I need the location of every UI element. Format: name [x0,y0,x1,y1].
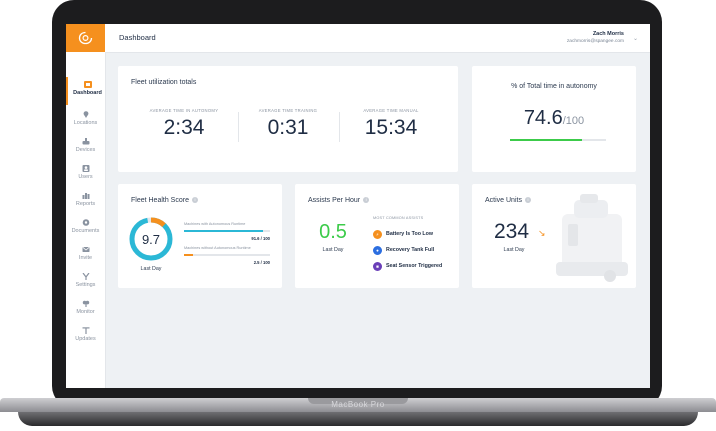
card-title: Active Units i [485,197,531,204]
autonomy-suffix: /100 [562,115,585,127]
card-title-text: Active Units [485,197,522,204]
machine-label: Machines without Autonomous Runtime [184,246,251,250]
health-gauge [129,217,173,261]
machine-score: 2.5 / 100 [253,260,270,265]
assist-label: Seat Sensor Triggered [386,263,443,269]
metric-training: AVERAGE TIME TRAINING 0:31 [237,108,339,140]
user-email: zachmorris@spangee.com [566,39,624,44]
fleet-utilization-card: Fleet utilization totals AVERAGE TIME IN… [118,66,458,172]
sidebar-item-documents[interactable]: Documents [66,215,105,243]
card-title: Fleet Health Score i [131,197,198,204]
period-label: Last Day [140,266,162,272]
card-title: Assists Per Hour i [308,197,370,204]
app-logo[interactable] [66,24,105,52]
sidebar-item-label: Settings [75,282,96,288]
card-title: % of Total time in autonomy [511,83,597,90]
info-icon[interactable]: i [524,197,531,204]
period-label: Last Day [503,247,525,253]
sidebar-item-label: Dashboard [73,90,102,96]
sidebar: Dashboard Locations Devices Users Report… [66,52,106,388]
machine-progress-bar [184,254,270,256]
autonomy-value: 74.6/100 [472,107,636,130]
divider [339,112,340,142]
metric-manual: AVERAGE TIME MANUAL 15:34 [340,108,442,140]
metric-label: AVERAGE TIME IN AUTONOMY [149,108,219,113]
settings-icon [82,273,89,280]
trend-down-arrow-icon: ↘ [538,228,546,238]
sidebar-item-label: Invite [78,255,93,261]
updates-icon [82,327,89,334]
seat-sensor-icon: ■ [373,262,382,271]
sidebar-item-label: Reports [75,201,96,207]
reports-icon [82,193,89,199]
logo-icon [78,31,93,45]
fleet-health-card: Fleet Health Score i 9.7 Last Day Machine… [118,184,282,288]
user-name[interactable]: Zach Morris [592,31,624,37]
card-title-text: Assists Per Hour [308,197,361,204]
page-title: Dashboard [119,33,156,42]
metric-value: 2:34 [163,116,205,139]
sidebar-item-label: Users [78,174,93,180]
assist-label: Battery Is Too Low [386,231,433,237]
machine-progress-fill [184,254,193,256]
sidebar-item-settings[interactable]: Settings [66,269,105,297]
metric-autonomy: AVERAGE TIME IN AUTONOMY 2:34 [133,108,235,140]
users-icon [82,165,89,172]
assist-label: Recovery Tank Full [386,247,435,253]
sidebar-item-invite[interactable]: Invite [66,242,105,270]
sidebar-item-locations[interactable]: Locations [66,107,105,135]
sidebar-item-label: Devices [75,147,96,153]
dashboard-icon [83,81,92,88]
app-screen: Dashboard Locations Devices Users Report… [66,24,650,388]
sidebar-item-label: Updates [75,336,96,342]
devices-icon [82,138,89,145]
invite-icon [82,247,89,252]
laptop-base [0,398,716,431]
health-score: 9.7 [141,232,161,247]
info-icon[interactable]: i [191,197,198,204]
metric-value: 0:31 [267,116,309,139]
machine-progress-fill [184,230,263,232]
metric-label: AVERAGE TIME TRAINING [258,108,318,113]
assists-per-hour-card: Assists Per Hour i 0.5 Last Day MOST COMM… [295,184,459,288]
sidebar-item-label: Monitor [76,309,95,315]
metric-value: 15:34 [364,116,418,139]
sidebar-item-dashboard[interactable]: Dashboard [66,77,107,105]
card-title: Fleet utilization totals [131,79,197,86]
autonomy-number: 74.6 [523,107,563,129]
card-title-text: Fleet Health Score [131,197,189,204]
active-units-value: 234 [494,220,530,243]
sidebar-item-updates[interactable]: Updates [66,323,105,351]
assists-value: 0.5 [319,221,347,243]
active-units-card: Active Units i 234 ↘ Last Day [472,184,636,288]
sidebar-item-users[interactable]: Users [66,161,105,189]
sidebar-item-label: Documents [71,228,100,234]
autonomy-progress-bar [510,139,606,141]
location-pin-icon [83,111,88,118]
common-assists-title: MOST COMMON ASSISTS [373,216,424,220]
device-label: MacBook Pro [331,400,385,409]
metric-label: AVERAGE TIME MANUAL [363,108,419,113]
floor-scrubber-illustration [556,194,628,282]
sidebar-item-label: Locations [73,120,98,126]
divider [238,112,239,142]
sidebar-item-monitor[interactable]: Monitor [66,296,105,324]
machine-label: Machines with Autonomous Runtime [184,222,246,226]
sidebar-item-reports[interactable]: Reports [66,188,105,216]
top-header: Dashboard Zach Morris zachmorris@spangee… [105,24,650,53]
autonomy-card: % of Total time in autonomy 74.6/100 [472,66,636,172]
sidebar-item-devices[interactable]: Devices [66,134,105,162]
autonomy-progress-fill [510,139,582,141]
battery-icon: ⚡ [373,230,382,239]
water-drop-icon: ● [373,246,382,255]
documents-icon [82,219,89,226]
machine-progress-bar [184,230,270,232]
chevron-down-icon[interactable]: ⌄ [632,36,638,42]
monitor-icon [82,300,89,307]
period-label: Last Day [322,247,344,253]
info-icon[interactable]: i [363,197,370,204]
machine-score: 91.6 / 100 [251,236,270,241]
